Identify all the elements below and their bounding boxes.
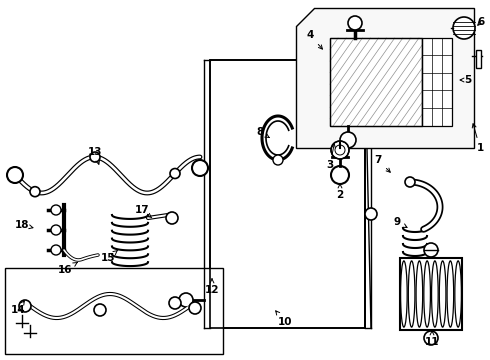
Text: 3: 3: [326, 144, 335, 170]
Circle shape: [365, 208, 377, 220]
Circle shape: [51, 205, 61, 215]
Text: 10: 10: [276, 311, 292, 327]
Bar: [330, 38, 422, 126]
Bar: [422, 38, 452, 126]
Bar: [400, 258, 462, 330]
Text: 6: 6: [477, 17, 485, 27]
Circle shape: [273, 155, 283, 165]
Text: 18: 18: [15, 220, 33, 230]
Text: 11: 11: [425, 331, 439, 347]
Circle shape: [170, 168, 180, 179]
Circle shape: [331, 166, 349, 184]
Circle shape: [424, 331, 438, 345]
Text: 13: 13: [88, 147, 102, 164]
Circle shape: [405, 177, 415, 187]
Circle shape: [51, 245, 61, 255]
Circle shape: [166, 212, 178, 224]
Text: 14: 14: [11, 301, 25, 315]
Circle shape: [51, 225, 61, 235]
Text: 15: 15: [101, 250, 118, 263]
Circle shape: [30, 187, 40, 197]
Circle shape: [189, 302, 201, 314]
Text: 4: 4: [306, 30, 322, 49]
Bar: [210, 60, 365, 328]
Bar: [5, 268, 223, 354]
Circle shape: [90, 152, 100, 162]
Text: 17: 17: [135, 205, 152, 218]
Bar: [330, 38, 422, 126]
Circle shape: [348, 16, 362, 30]
Circle shape: [19, 300, 31, 312]
Text: 1: 1: [472, 124, 484, 153]
Circle shape: [192, 160, 208, 176]
Polygon shape: [296, 8, 474, 148]
Circle shape: [169, 297, 181, 309]
Text: 16: 16: [58, 262, 77, 275]
Circle shape: [94, 304, 106, 316]
Circle shape: [331, 141, 349, 159]
Circle shape: [340, 132, 356, 148]
Circle shape: [424, 243, 438, 257]
Text: 8: 8: [256, 127, 269, 138]
Circle shape: [453, 17, 475, 39]
Bar: [210, 60, 365, 328]
Bar: [476, 50, 481, 68]
Text: 2: 2: [336, 184, 343, 200]
Circle shape: [7, 167, 23, 183]
Text: 7: 7: [374, 155, 390, 172]
Text: 12: 12: [205, 279, 219, 295]
Text: 5: 5: [460, 75, 471, 85]
Circle shape: [179, 293, 193, 307]
Text: 9: 9: [393, 217, 407, 228]
